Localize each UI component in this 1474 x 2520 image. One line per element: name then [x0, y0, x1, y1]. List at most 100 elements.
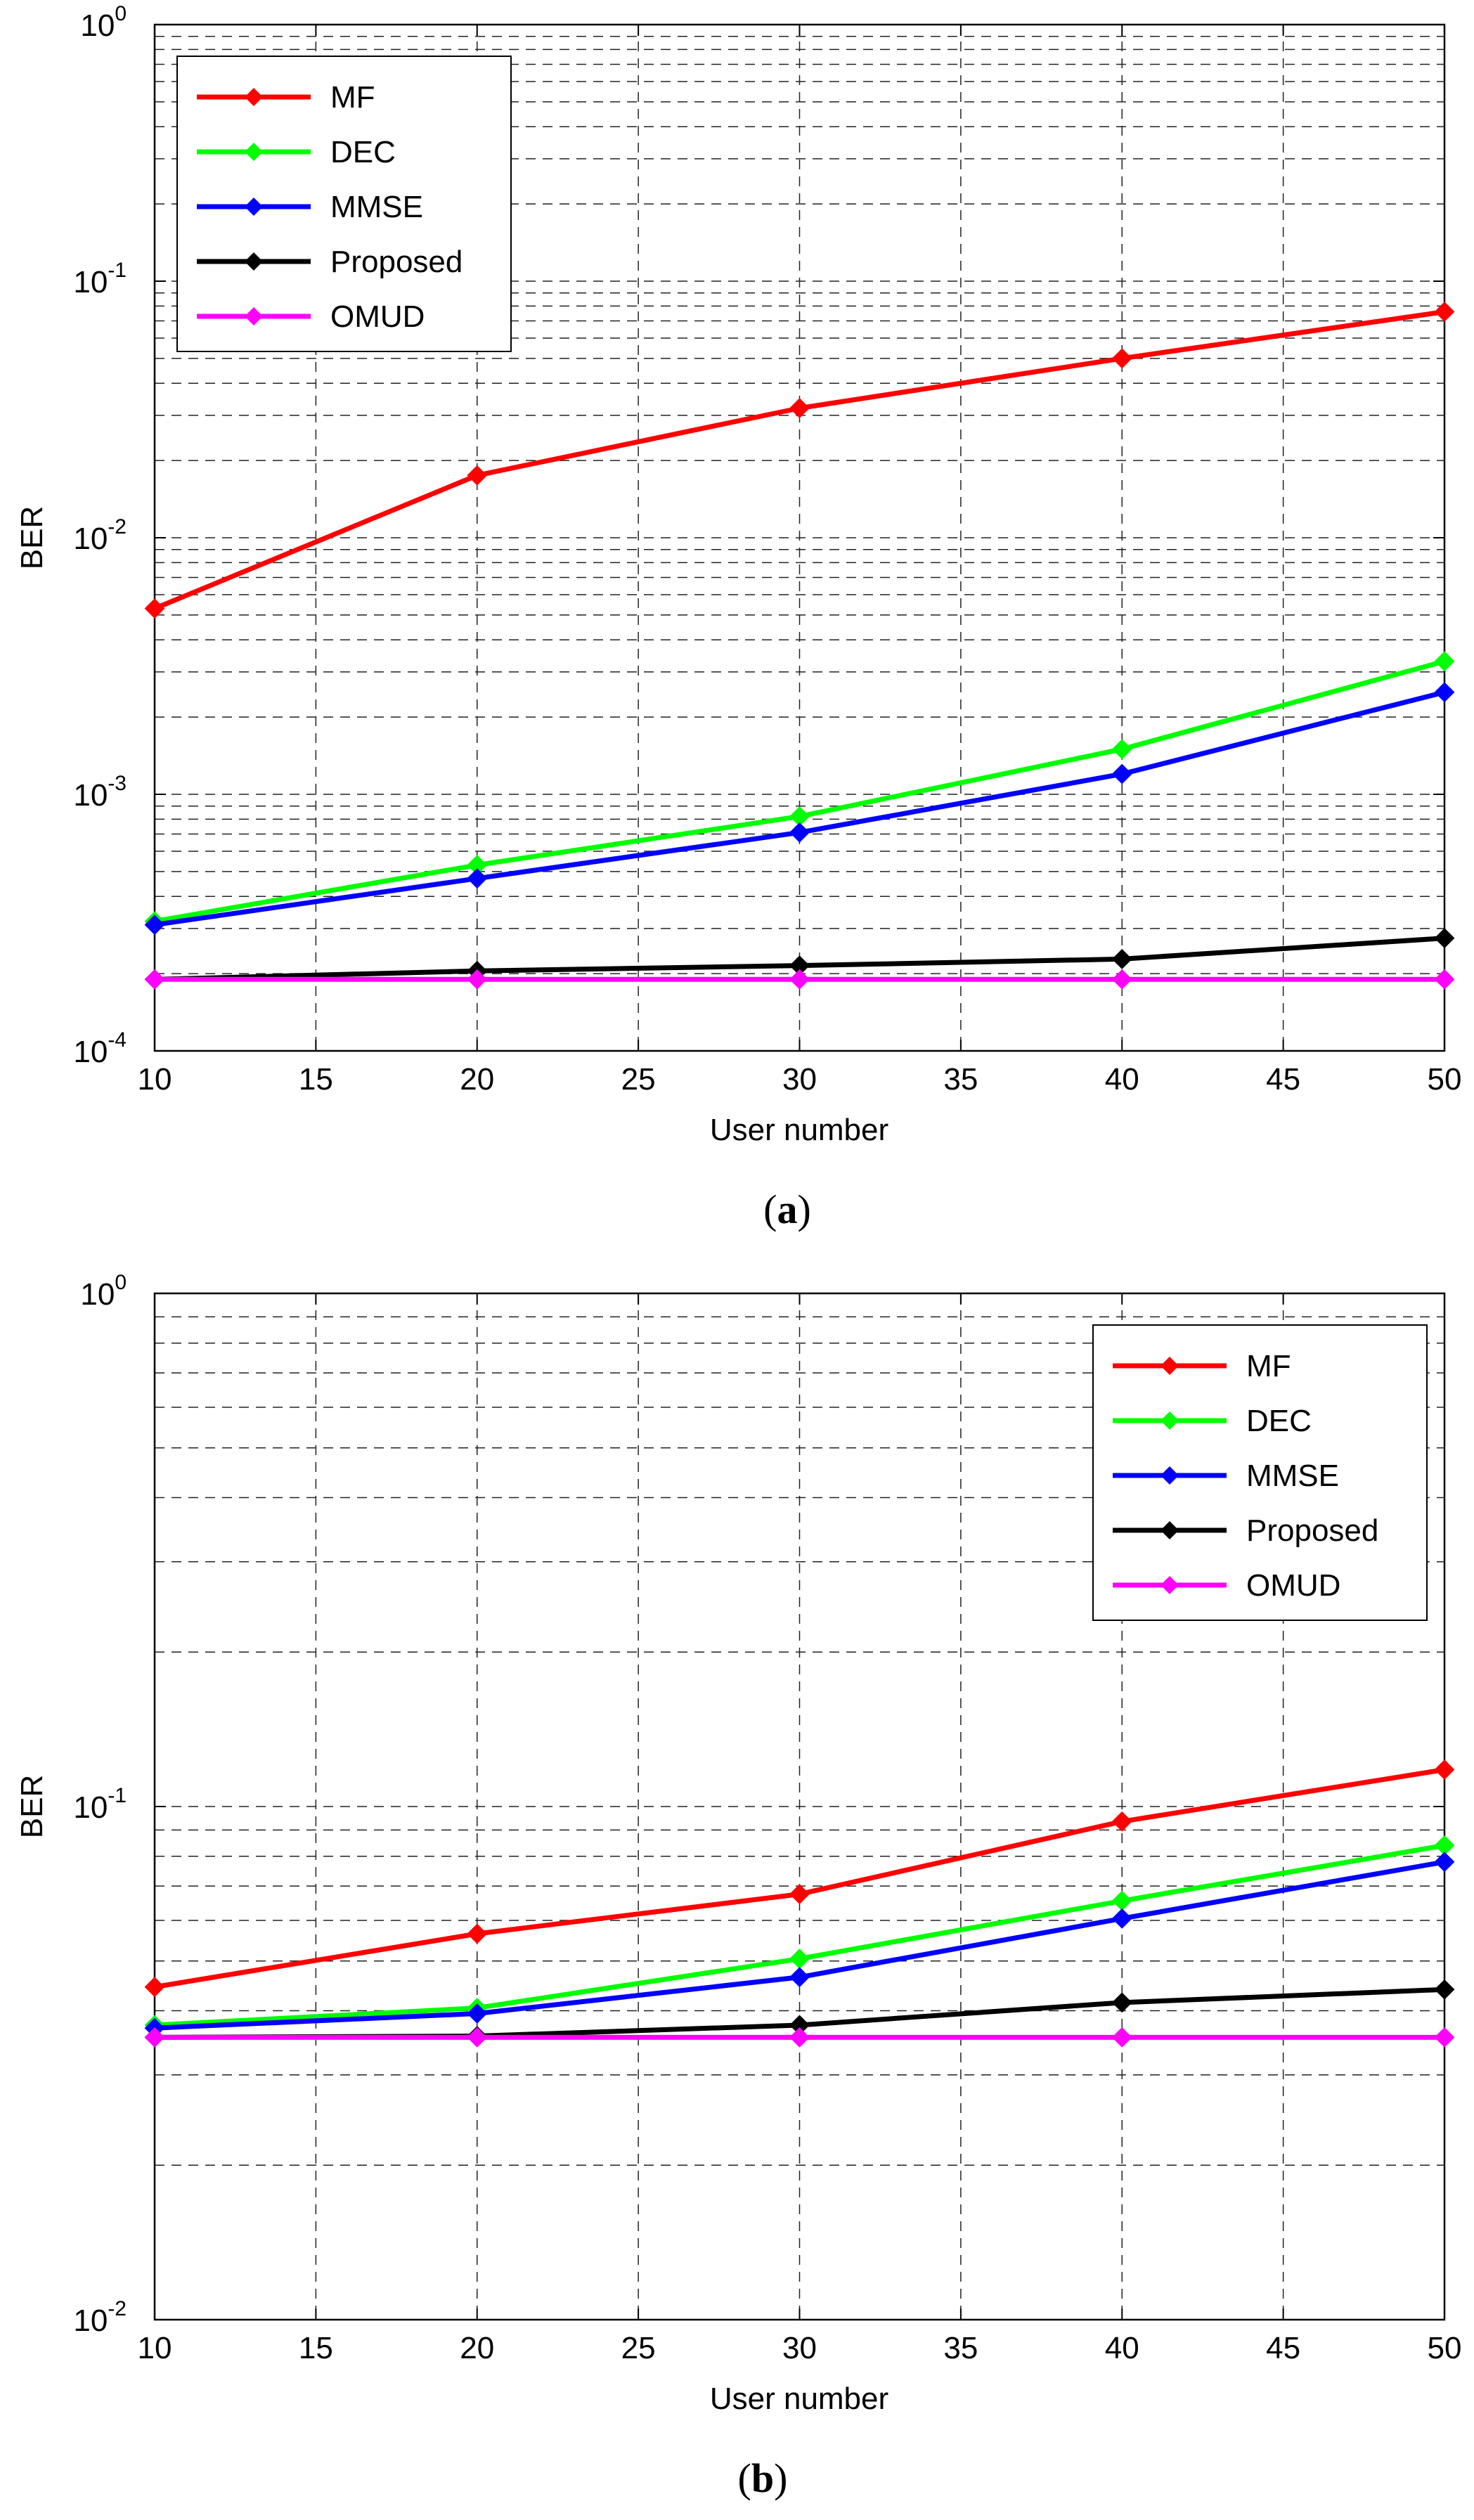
y-tick-label--2: 10-2: [73, 2297, 127, 2338]
legend-marker-dec: [245, 143, 263, 161]
legend-marker-proposed: [245, 252, 263, 271]
x-tick-label-30: 30: [782, 2331, 817, 2365]
data-point-mmse-30: [789, 822, 810, 843]
data-point-mf-20: [467, 465, 488, 486]
data-point-proposed-40: [1111, 948, 1132, 969]
data-point-omud-30: [789, 969, 810, 990]
y-tick-label--1: 10-1: [73, 1784, 127, 1825]
x-tick-label-20: 20: [460, 1062, 494, 1097]
chart-panel-b: 10 15 20 25 30 35 40 45 50 100 10-1 10-2 BER User n…: [0, 1269, 1474, 2506]
legend-marker-mf: [245, 88, 263, 106]
x-tick-label-50: 50: [1428, 2331, 1462, 2365]
y-axis-label-a: BER: [15, 506, 49, 569]
data-point-mf-30: [789, 1884, 810, 1905]
legend-marker-mf: [1161, 1357, 1179, 1375]
series-a: [144, 302, 1455, 990]
y-tick-label--2: 10-2: [73, 515, 127, 556]
legend-label-proposed: Proposed: [330, 245, 463, 279]
data-point-mmse-30: [789, 1967, 810, 1988]
legend-a: MF DEC MMSE Proposed OMUD: [176, 56, 512, 352]
x-tick-label-45: 45: [1266, 2331, 1300, 2365]
legend-label-omud: OMUD: [330, 299, 425, 334]
x-tick-label-40: 40: [1105, 1062, 1139, 1097]
y-axis-label-b: BER: [15, 1775, 49, 1838]
y-tick-label--1: 10-1: [73, 259, 127, 299]
data-point-omud-20: [467, 2027, 488, 2048]
y-tick-label--3: 10-3: [73, 772, 127, 813]
data-point-mmse-10: [144, 915, 165, 936]
caption-b-open: (: [738, 2455, 751, 2501]
caption-a-close: ): [798, 1187, 811, 1232]
data-point-mf-10: [144, 598, 165, 619]
data-point-omud-20: [467, 969, 488, 990]
y-tick-label-0: 100: [80, 1271, 127, 1312]
data-point-mmse-40: [1111, 763, 1132, 784]
x-tick-label-25: 25: [621, 2331, 656, 2365]
legend-label-mf: MF: [330, 80, 375, 115]
x-tick-label-35: 35: [943, 2331, 978, 2365]
data-point-omud-40: [1111, 2027, 1132, 2048]
ticks-a: 10 15 20 25 30 35 40 45 50 100 10-1 10-2 10-3 10-4: [73, 2, 1461, 1097]
data-point-dec-40: [1111, 739, 1132, 760]
x-tick-label-45: 45: [1266, 1062, 1300, 1097]
data-point-mf-30: [789, 398, 810, 419]
data-point-proposed-40: [1111, 1992, 1132, 2013]
data-point-omud-40: [1111, 969, 1132, 990]
legend-label-omud: OMUD: [1246, 1568, 1340, 1603]
caption-b: (b): [738, 2455, 788, 2501]
data-point-mf-10: [144, 1977, 165, 1998]
data-point-mmse-20: [467, 2003, 488, 2024]
caption-b-close: ): [774, 2455, 787, 2501]
x-tick-label-15: 15: [299, 2331, 333, 2365]
caption-a: (a): [763, 1187, 811, 1232]
legend-label-mf: MF: [1246, 1349, 1291, 1383]
x-tick-label-10: 10: [138, 2331, 172, 2365]
x-tick-label-10: 10: [138, 1062, 172, 1097]
legend-marker-omud: [245, 307, 263, 325]
x-tick-label-15: 15: [299, 1062, 333, 1097]
data-point-mmse-50: [1434, 682, 1455, 703]
chart-panel-a: 10 15 20 25 30 35 40 45 50 100 10-1 10-2 10-3 10-4 BE…: [0, 0, 1474, 1237]
legend-b: MF DEC MMSE Proposed OMUD: [1092, 1324, 1428, 1621]
legend-label-mmse: MMSE: [330, 190, 423, 224]
x-axis-label-a: User number: [710, 1113, 888, 1147]
data-point-mf-40: [1111, 1811, 1132, 1832]
data-point-proposed-50: [1434, 928, 1455, 949]
legend-marker-dec: [1161, 1411, 1179, 1430]
x-tick-label-25: 25: [621, 1062, 656, 1097]
data-point-omud-10: [144, 2027, 165, 2048]
series-b: [144, 1759, 1455, 2048]
legend-label-dec: DEC: [1246, 1404, 1312, 1438]
x-tick-label-50: 50: [1428, 1062, 1462, 1097]
data-point-mf-40: [1111, 348, 1132, 369]
legend-box-b: [1092, 1324, 1428, 1621]
x-tick-label-20: 20: [460, 2331, 494, 2365]
data-point-mmse-40: [1111, 1908, 1132, 1929]
legend-marker-omud: [1161, 1576, 1179, 1594]
x-axis-label-b: User number: [710, 2382, 888, 2416]
y-tick-label-0: 100: [80, 2, 127, 43]
caption-a-letter: a: [777, 1187, 798, 1232]
caption-a-open: (: [763, 1187, 777, 1232]
legend-marker-proposed: [1161, 1521, 1179, 1539]
legend-label-proposed: Proposed: [1246, 1513, 1378, 1548]
data-point-mmse-20: [467, 868, 488, 889]
data-point-omud-50: [1434, 969, 1455, 990]
legend-marker-mmse: [1161, 1466, 1179, 1485]
data-point-mf-50: [1434, 1759, 1455, 1780]
x-tick-label-35: 35: [943, 1062, 978, 1097]
y-tick-label--4: 10-4: [73, 1028, 127, 1069]
x-tick-label-30: 30: [782, 1062, 817, 1097]
caption-b-letter: b: [751, 2455, 774, 2501]
legend-label-dec: DEC: [330, 135, 396, 169]
legend-box-a: [176, 56, 512, 352]
data-point-omud-10: [144, 969, 165, 990]
legend-marker-mmse: [245, 198, 263, 216]
data-point-dec-50: [1434, 651, 1455, 672]
legend-label-mmse: MMSE: [1246, 1459, 1339, 1493]
data-point-mf-50: [1434, 302, 1455, 322]
x-tick-label-40: 40: [1105, 2331, 1139, 2365]
ticks-b: 10 15 20 25 30 35 40 45 50 100 10-1 10-2: [73, 1271, 1461, 2365]
data-point-mmse-50: [1434, 1852, 1455, 1873]
